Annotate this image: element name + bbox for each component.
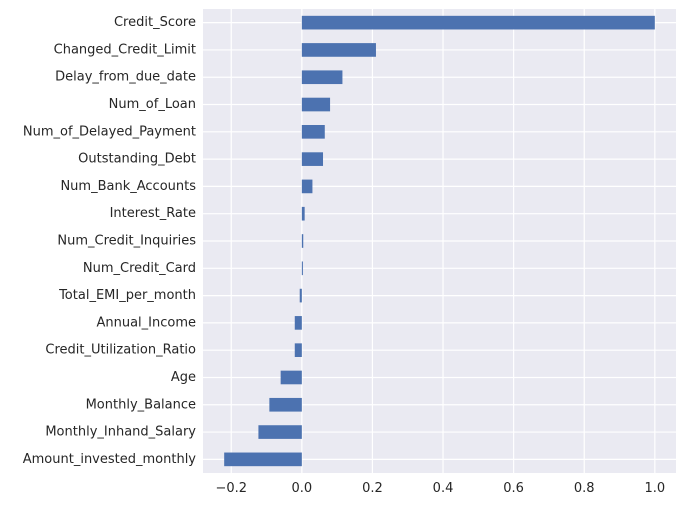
y-tick-label: Num_Credit_Inquiries <box>57 234 196 249</box>
bar-age <box>280 370 302 385</box>
bar-num-of-delayed-payment <box>301 125 325 139</box>
x-tick-label: −0.2 <box>215 481 247 496</box>
bar-changed-credit-limit <box>301 43 376 57</box>
bar-credit-utilization-ratio <box>294 343 302 357</box>
x-tick-label: 0.8 <box>574 481 595 496</box>
y-tick-label: Total_EMI_per_month <box>58 288 196 303</box>
bar-delay-from-due-date <box>301 70 343 85</box>
y-tick-label: Credit_Utilization_Ratio <box>45 343 196 358</box>
y-tick-label: Amount_invested_monthly <box>23 452 197 467</box>
bars <box>224 15 655 467</box>
y-tick-label: Monthly_Inhand_Salary <box>45 425 196 440</box>
y-tick-label: Credit_Score <box>114 15 196 30</box>
bar-num-credit-card <box>301 261 303 276</box>
x-tick-labels: −0.2 0.0 0.2 0.4 0.6 0.8 1.0 <box>215 481 665 496</box>
y-tick-label: Age <box>171 370 196 385</box>
bar-num-credit-inquiries <box>301 234 304 248</box>
y-tick-label: Monthly_Balance <box>86 397 196 412</box>
bar-monthly-balance <box>269 397 302 412</box>
x-tick-label: 0.2 <box>362 481 383 496</box>
bar-num-of-loan <box>301 97 331 112</box>
y-tick-label: Annual_Income <box>96 315 196 330</box>
bar-total-emi-per-month <box>299 288 302 303</box>
y-tick-label: Num_of_Delayed_Payment <box>23 124 196 139</box>
x-tick-label: 0.0 <box>291 481 312 496</box>
x-tick-label: 0.4 <box>433 481 454 496</box>
x-tick-label: 1.0 <box>644 481 665 496</box>
bar-num-bank-accounts <box>301 179 313 194</box>
y-tick-label: Delay_from_due_date <box>55 70 196 85</box>
y-tick-label: Outstanding_Debt <box>78 152 196 167</box>
y-tick-label: Changed_Credit_Limit <box>54 42 196 57</box>
bar-credit-score <box>301 15 655 30</box>
grid-lines <box>203 9 676 473</box>
bar-annual-income <box>294 316 302 330</box>
y-tick-label: Num_Bank_Accounts <box>60 179 196 194</box>
bar-amount-invested-monthly <box>224 452 302 467</box>
bar-monthly-inhand-salary <box>258 425 302 439</box>
y-tick-label: Num_of_Loan <box>109 97 196 112</box>
y-tick-label: Num_Credit_Card <box>83 261 196 276</box>
bar-outstanding-debt <box>301 152 324 166</box>
x-tick-label: 0.6 <box>503 481 524 496</box>
y-tick-labels: Credit_Score Changed_Credit_Limit Delay_fr… <box>23 15 197 467</box>
bar-interest-rate <box>301 206 305 221</box>
y-tick-label: Interest_Rate <box>110 206 196 221</box>
